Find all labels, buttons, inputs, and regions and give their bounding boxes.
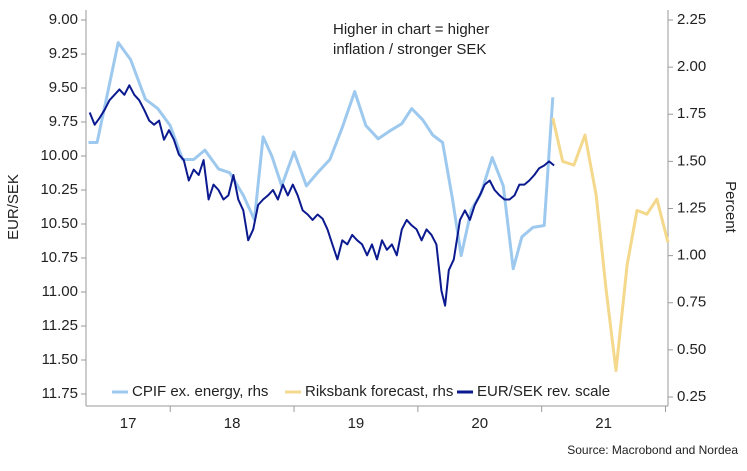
y2-tick-label: 0.25 (677, 388, 706, 405)
y2-tick-label: 0.75 (677, 294, 706, 311)
x-tick-label: 17 (120, 415, 137, 432)
line-series (551, 117, 670, 373)
y2-tick-label: 1.25 (677, 199, 706, 216)
source: Source: Macrobond and Nordea (567, 443, 738, 457)
x-tick-label: 18 (224, 415, 241, 432)
y-tick-label: 9.25 (49, 45, 78, 62)
y-tick-label: 10.25 (40, 181, 78, 198)
y-tick-label: 9.75 (49, 113, 78, 130)
y-axis-label: EUR/SEK (5, 174, 22, 240)
y-tick-label: 10.75 (40, 249, 78, 266)
legend-label: CPIF ex. energy, rhs (132, 383, 268, 400)
y2-tick-label: 2.25 (677, 11, 706, 28)
x-tick-label: 19 (348, 415, 365, 432)
annotation: inflation / stronger SEK (333, 41, 486, 58)
y2-axis-label: Percent (722, 181, 739, 234)
line-series (88, 84, 555, 307)
y2-tick-label: 1.00 (677, 247, 706, 264)
y2-tick-label: 1.75 (677, 105, 706, 122)
y-tick-label: 9.00 (49, 11, 78, 28)
y2-tick-label: 2.00 (677, 58, 706, 75)
x-tick-label: 21 (595, 415, 612, 432)
y2-tick-label: 0.50 (677, 341, 706, 358)
legend-label: Riksbank forecast, rhs (305, 383, 453, 400)
y-tick-label: 10.50 (40, 215, 78, 232)
y-tick-label: 9.50 (49, 79, 78, 96)
y-tick-label: 11.00 (42, 283, 78, 300)
y2-tick-label: 1.50 (677, 152, 706, 169)
legend-label: EUR/SEK rev. scale (477, 383, 610, 400)
annotation: Higher in chart = higher (333, 21, 489, 38)
x-tick-label: 20 (471, 415, 488, 432)
line-series (88, 41, 555, 271)
y-tick-label: 11.25 (42, 317, 78, 334)
y-tick-label: 10.00 (40, 147, 78, 164)
y-tick-label: 11.75 (42, 385, 78, 402)
y-tick-label: 11.50 (42, 351, 78, 368)
